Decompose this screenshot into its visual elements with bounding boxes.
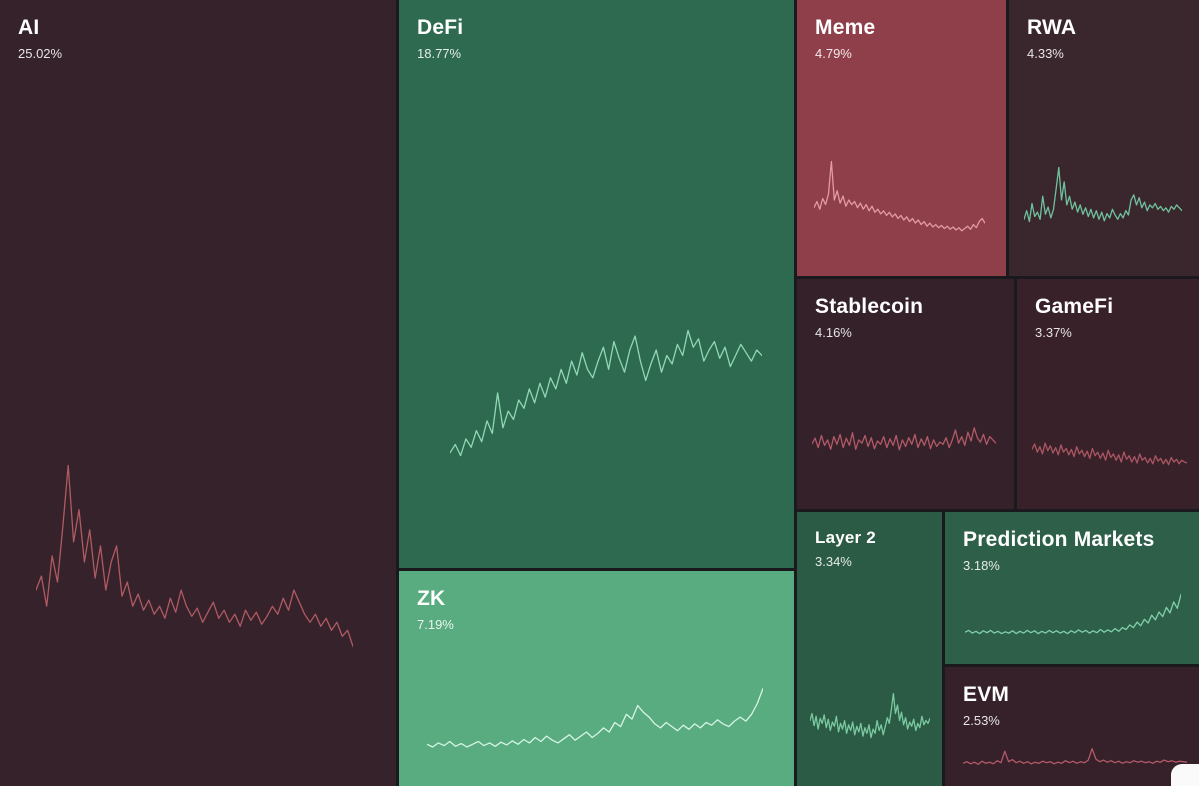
treemap-tile-prediction-markets[interactable]: Prediction Markets 3.18% [945, 512, 1199, 664]
sector-name: Stablecoin [815, 295, 924, 318]
sparkline-rwa [1024, 166, 1182, 223]
sector-name: Prediction Markets [963, 528, 1155, 551]
sector-name: AI [18, 16, 40, 39]
treemap-tile-gamefi[interactable]: GameFi 3.37% [1017, 279, 1199, 509]
sparkline-stablecoin [812, 427, 996, 451]
sector-name: ZK [417, 587, 446, 610]
treemap-tile-evm[interactable]: EVM 2.53% [945, 667, 1199, 786]
sector-percent: 3.18% [963, 558, 1000, 574]
sector-percent: 7.19% [417, 617, 454, 633]
sector-name: Meme [815, 16, 876, 39]
treemap-tile-layer2[interactable]: Layer 2 3.34% [797, 512, 942, 786]
sector-name: DeFi [417, 16, 464, 39]
sector-percent: 18.77% [417, 46, 462, 62]
sparkline-meme [814, 160, 985, 232]
treemap-tile-defi[interactable]: DeFi 18.77% [399, 0, 794, 568]
sector-name: EVM [963, 683, 1010, 706]
treemap-tile-zk[interactable]: ZK 7.19% [399, 571, 794, 786]
sparkline-gamefi [1032, 442, 1187, 466]
sector-percent: 3.37% [1035, 325, 1072, 341]
sector-percent: 3.34% [815, 553, 852, 569]
treemap-tile-stablecoin[interactable]: Stablecoin 4.16% [797, 279, 1014, 509]
sparkline-prediction-markets [965, 593, 1181, 635]
sector-name: GameFi [1035, 295, 1114, 318]
sector-percent: 2.53% [963, 713, 1000, 729]
sector-percent: 25.02% [18, 46, 63, 62]
sector-percent: 4.16% [815, 325, 852, 341]
sector-percent: 4.79% [815, 46, 852, 62]
sector-percent: 4.33% [1027, 46, 1064, 62]
sector-name: Layer 2 [815, 528, 876, 547]
sparkline-defi [450, 329, 762, 457]
sparkline-layer2 [810, 692, 930, 739]
sparkline-ai [36, 464, 353, 648]
sector-name: RWA [1027, 16, 1077, 39]
sparkline-evm [963, 748, 1187, 765]
treemap-tile-rwa[interactable]: RWA 4.33% [1009, 0, 1199, 276]
treemap-tile-meme[interactable]: Meme 4.79% [797, 0, 1006, 276]
corner-logo [1171, 764, 1199, 786]
sparkline-zk [427, 687, 763, 748]
treemap-tile-ai[interactable]: AI 25.02% [0, 0, 396, 786]
